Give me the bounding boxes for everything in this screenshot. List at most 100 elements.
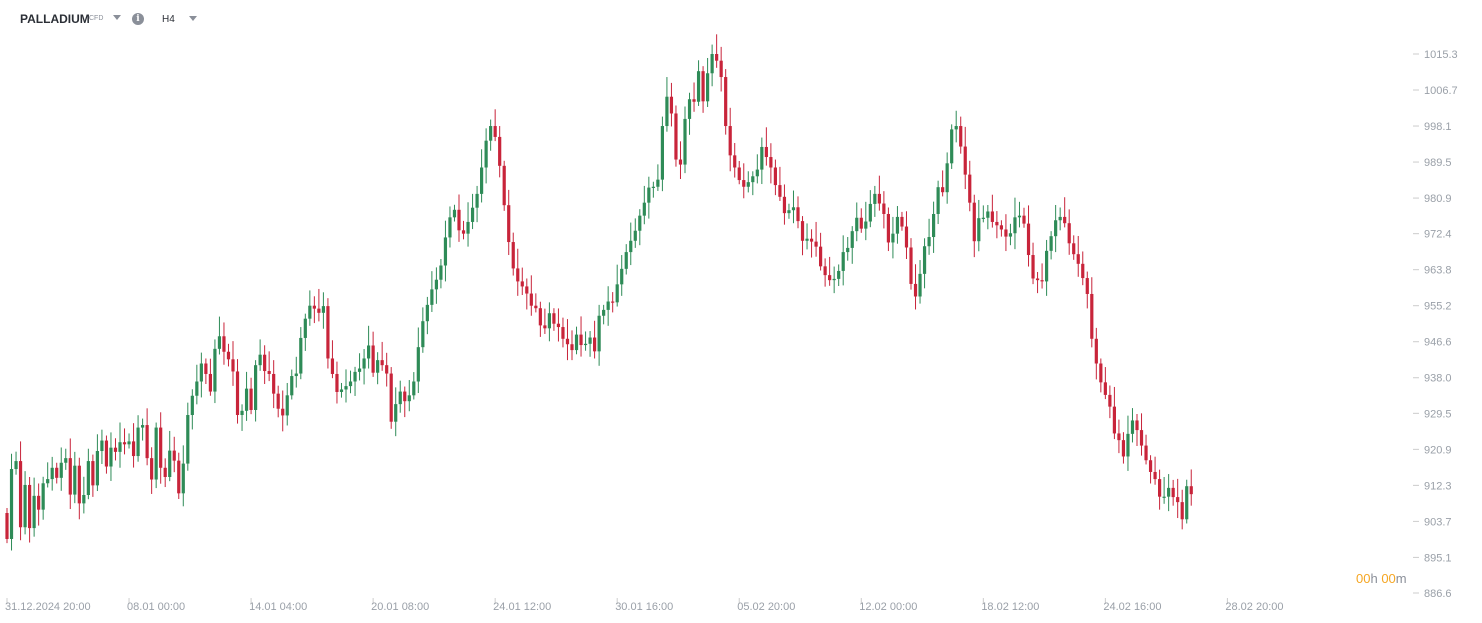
candle-body [882, 203, 886, 214]
candle-body [665, 96, 669, 127]
candle-body [172, 450, 176, 461]
candle-body [1103, 382, 1107, 395]
candle-body [208, 373, 212, 392]
y-axis-label: 895.1 [1424, 552, 1452, 564]
candle-body [972, 202, 976, 242]
candle-body [1067, 223, 1071, 244]
candle-body [466, 221, 470, 234]
countdown-hours-unit: h [1370, 571, 1378, 586]
candle-body [339, 389, 344, 392]
candle-body [421, 321, 425, 348]
candle-body [1058, 216, 1062, 221]
candle-body [611, 301, 615, 303]
candle-body [696, 71, 701, 102]
candle-body [190, 395, 194, 416]
candle-body [859, 217, 863, 229]
candle-body [778, 185, 782, 197]
candle-body [791, 207, 796, 211]
countdown-hours: 00 [1356, 571, 1371, 586]
candle-body [737, 167, 741, 181]
x-axis-label: 30.01 16:00 [615, 601, 673, 613]
candle-body [312, 305, 316, 309]
candle-body [669, 96, 674, 114]
candle-body [742, 180, 746, 187]
candle-body [936, 187, 940, 214]
candle-body [231, 359, 235, 372]
candle-body [1008, 233, 1013, 237]
candle-body [1176, 497, 1180, 503]
timeframe-selector[interactable]: H4 [162, 14, 175, 25]
y-axis-label: 989.5 [1424, 157, 1452, 169]
candle-body [299, 337, 303, 374]
candle-body [285, 395, 289, 416]
candle-body [782, 196, 787, 214]
candle-body [904, 226, 909, 248]
x-axis-label: 18.02 12:00 [981, 601, 1039, 613]
candle-body [407, 395, 411, 402]
candle-body [154, 427, 158, 480]
candle-body [28, 484, 32, 529]
candle-body [489, 126, 493, 141]
candle-body [1004, 229, 1008, 237]
symbol-name[interactable]: PALLADIUM [20, 12, 90, 26]
candle-body [244, 388, 249, 411]
candle-body [986, 211, 990, 218]
candle-body [579, 334, 583, 346]
candle-body [394, 404, 398, 422]
x-axis-label: 14.01 04:00 [249, 601, 307, 613]
timeframe-chevron-down-icon[interactable] [189, 16, 197, 21]
candle-body [204, 363, 208, 374]
candle-body [5, 513, 9, 539]
candle-countdown: 00h 00m [1356, 571, 1407, 586]
candle-body [14, 461, 18, 470]
candle-body [217, 336, 222, 349]
candle-body [1185, 486, 1189, 520]
candle-body [877, 193, 881, 204]
chevron-down-icon[interactable] [113, 15, 121, 20]
candle-body [629, 240, 633, 253]
candle-body [606, 301, 610, 310]
candle-body [86, 461, 90, 495]
candle-body [127, 441, 131, 445]
candle-body [480, 167, 484, 194]
info-icon[interactable]: i [132, 13, 144, 25]
candle-body [267, 371, 271, 374]
x-axis-label: 05.02 20:00 [737, 601, 795, 613]
candle-body [800, 221, 805, 241]
candle-body [1035, 278, 1040, 281]
candle-body [330, 358, 335, 374]
candle-body [715, 54, 719, 61]
candle-body [1139, 430, 1144, 446]
candle-body [308, 305, 312, 319]
candle-body [59, 462, 63, 478]
candle-body [922, 246, 927, 274]
candle-body [344, 386, 348, 390]
candle-body [1063, 216, 1067, 224]
candle-body [1099, 363, 1103, 383]
candle-body [954, 126, 958, 130]
candle-body [317, 308, 321, 313]
candle-body [367, 345, 371, 359]
candle-body [32, 495, 36, 529]
y-axis-label: 886.6 [1424, 588, 1452, 600]
y-axis-label: 920.9 [1424, 444, 1452, 456]
candle-body [145, 425, 149, 459]
candle-body [1158, 479, 1162, 497]
y-axis-label: 946.6 [1424, 337, 1452, 349]
candle-body [909, 247, 913, 284]
candle-body [651, 186, 655, 188]
candle-body [846, 247, 850, 253]
candle-body [77, 465, 81, 504]
candle-body [100, 440, 104, 452]
candle-body [864, 221, 868, 229]
candle-body [511, 242, 515, 269]
candle-body [357, 368, 362, 372]
candle-body [706, 73, 710, 102]
candle-body [602, 309, 606, 316]
candle-body [981, 217, 985, 219]
candle-body [746, 182, 750, 187]
countdown-minutes: 00 [1381, 571, 1396, 586]
candle-body [168, 450, 172, 477]
candle-body [787, 210, 791, 214]
